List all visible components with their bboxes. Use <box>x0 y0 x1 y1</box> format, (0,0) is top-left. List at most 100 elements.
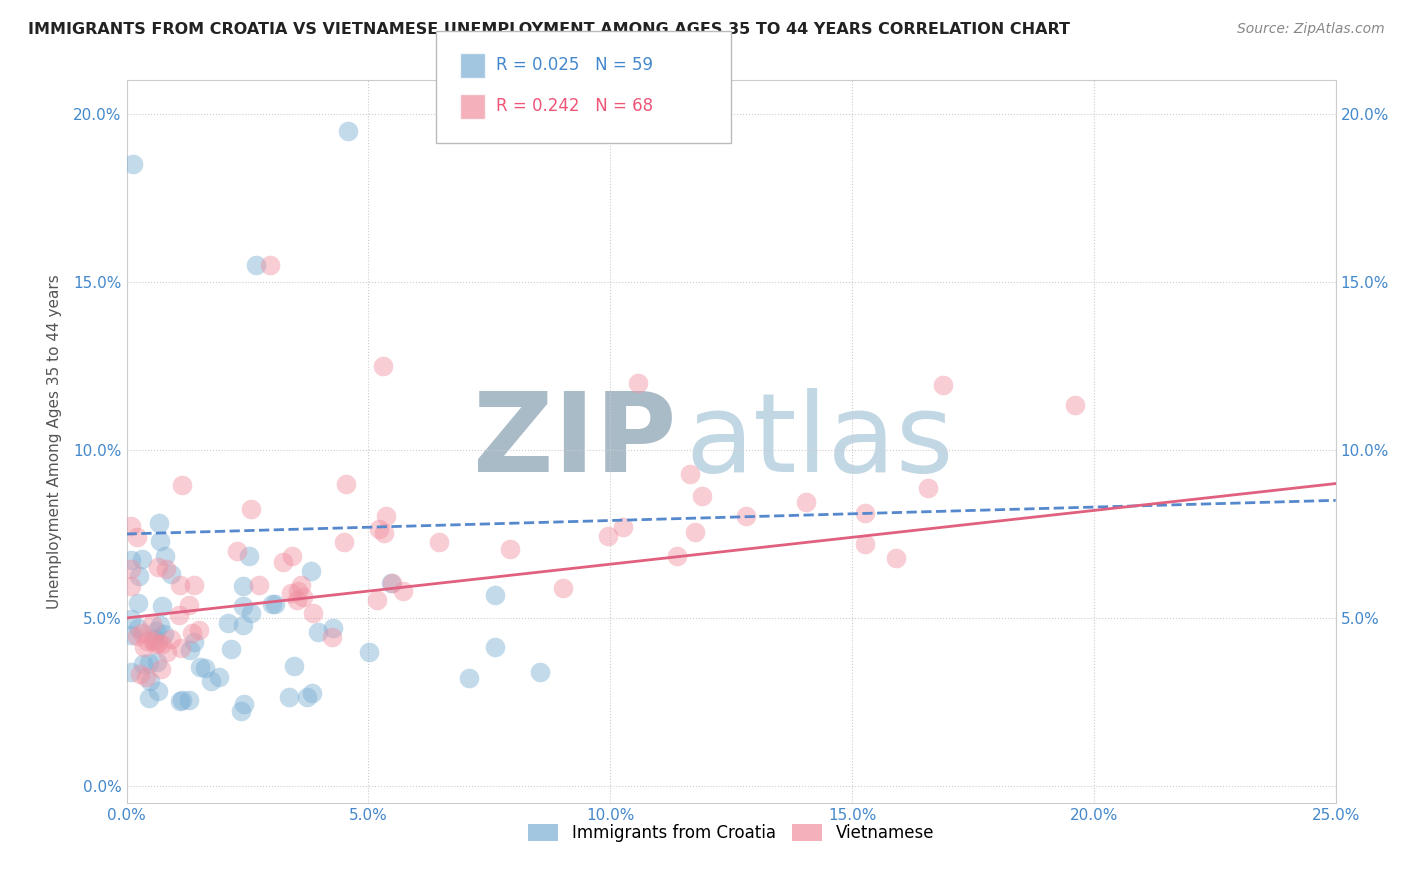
Point <box>299 564 322 578</box>
Point <box>247 578 270 592</box>
Point <box>366 593 388 607</box>
Point <box>932 377 955 392</box>
Point <box>187 623 209 637</box>
Point <box>260 597 283 611</box>
Point <box>333 535 356 549</box>
Point <box>297 690 319 705</box>
Point <box>138 690 160 705</box>
Point <box>322 621 344 635</box>
Point <box>917 481 939 495</box>
Point <box>208 670 231 684</box>
Point <box>128 568 150 582</box>
Point <box>120 612 142 626</box>
Point <box>335 477 357 491</box>
Point <box>337 124 360 138</box>
Point <box>499 542 522 557</box>
Point <box>150 662 173 676</box>
Point <box>301 606 323 620</box>
Point <box>169 578 191 592</box>
Point <box>170 693 193 707</box>
Point <box>128 667 150 681</box>
Point <box>183 635 205 649</box>
Point <box>281 549 304 563</box>
Point <box>146 684 169 698</box>
Point <box>484 588 506 602</box>
Point <box>122 157 145 171</box>
Point <box>142 634 165 648</box>
Legend: Immigrants from Croatia, Vietnamese: Immigrants from Croatia, Vietnamese <box>522 817 941 848</box>
Point <box>627 376 650 390</box>
Point <box>148 636 170 650</box>
Point <box>181 626 204 640</box>
Point <box>853 506 876 520</box>
Point <box>612 520 634 534</box>
Point <box>373 526 395 541</box>
Point <box>853 537 876 551</box>
Point <box>135 670 157 684</box>
Point <box>170 641 193 656</box>
Point <box>150 599 173 613</box>
Point <box>665 549 688 563</box>
Point <box>145 624 167 638</box>
Point <box>264 597 287 611</box>
Point <box>239 606 262 620</box>
Point <box>127 621 149 635</box>
Point <box>153 549 176 563</box>
Point <box>301 686 323 700</box>
Point <box>120 579 142 593</box>
Text: atlas: atlas <box>685 388 953 495</box>
Text: Source: ZipAtlas.com: Source: ZipAtlas.com <box>1237 22 1385 37</box>
Point <box>277 690 299 704</box>
Point <box>380 575 402 590</box>
Point <box>138 656 160 670</box>
Point <box>179 642 201 657</box>
Point <box>553 581 575 595</box>
Point <box>200 674 222 689</box>
Point <box>225 544 247 558</box>
Point <box>283 658 305 673</box>
Point <box>245 258 267 272</box>
Text: IMMIGRANTS FROM CROATIA VS VIETNAMESE UNEMPLOYMENT AMONG AGES 35 TO 44 YEARS COR: IMMIGRANTS FROM CROATIA VS VIETNAMESE UN… <box>28 22 1070 37</box>
Point <box>148 516 170 530</box>
Point <box>239 502 262 516</box>
Point <box>259 258 281 272</box>
Point <box>125 629 148 643</box>
Point <box>529 665 551 679</box>
Point <box>357 645 380 659</box>
Point <box>177 692 200 706</box>
Point <box>371 359 394 373</box>
Point <box>884 550 907 565</box>
Point <box>183 578 205 592</box>
Point <box>125 530 148 544</box>
Point <box>136 634 159 648</box>
Point <box>167 607 190 622</box>
Point <box>138 673 160 688</box>
Point <box>287 583 309 598</box>
Point <box>131 625 153 640</box>
Point <box>160 566 183 581</box>
Point <box>292 591 315 605</box>
Point <box>188 660 211 674</box>
Point <box>596 528 619 542</box>
Point <box>177 598 200 612</box>
Point <box>679 467 702 481</box>
Point <box>232 697 254 711</box>
Point <box>427 534 450 549</box>
Point <box>1064 398 1087 412</box>
Point <box>307 625 329 640</box>
Point <box>120 552 142 566</box>
Text: R = 0.242   N = 68: R = 0.242 N = 68 <box>496 97 654 115</box>
Point <box>735 508 758 523</box>
Point <box>392 584 415 599</box>
Point <box>232 617 254 632</box>
Y-axis label: Unemployment Among Ages 35 to 44 years: Unemployment Among Ages 35 to 44 years <box>48 274 62 609</box>
Point <box>285 592 308 607</box>
Point <box>690 489 713 503</box>
Point <box>127 596 149 610</box>
Point <box>143 632 166 646</box>
Point <box>381 576 404 591</box>
Point <box>155 562 177 576</box>
Point <box>238 549 260 564</box>
Point <box>150 637 173 651</box>
Point <box>217 616 239 631</box>
